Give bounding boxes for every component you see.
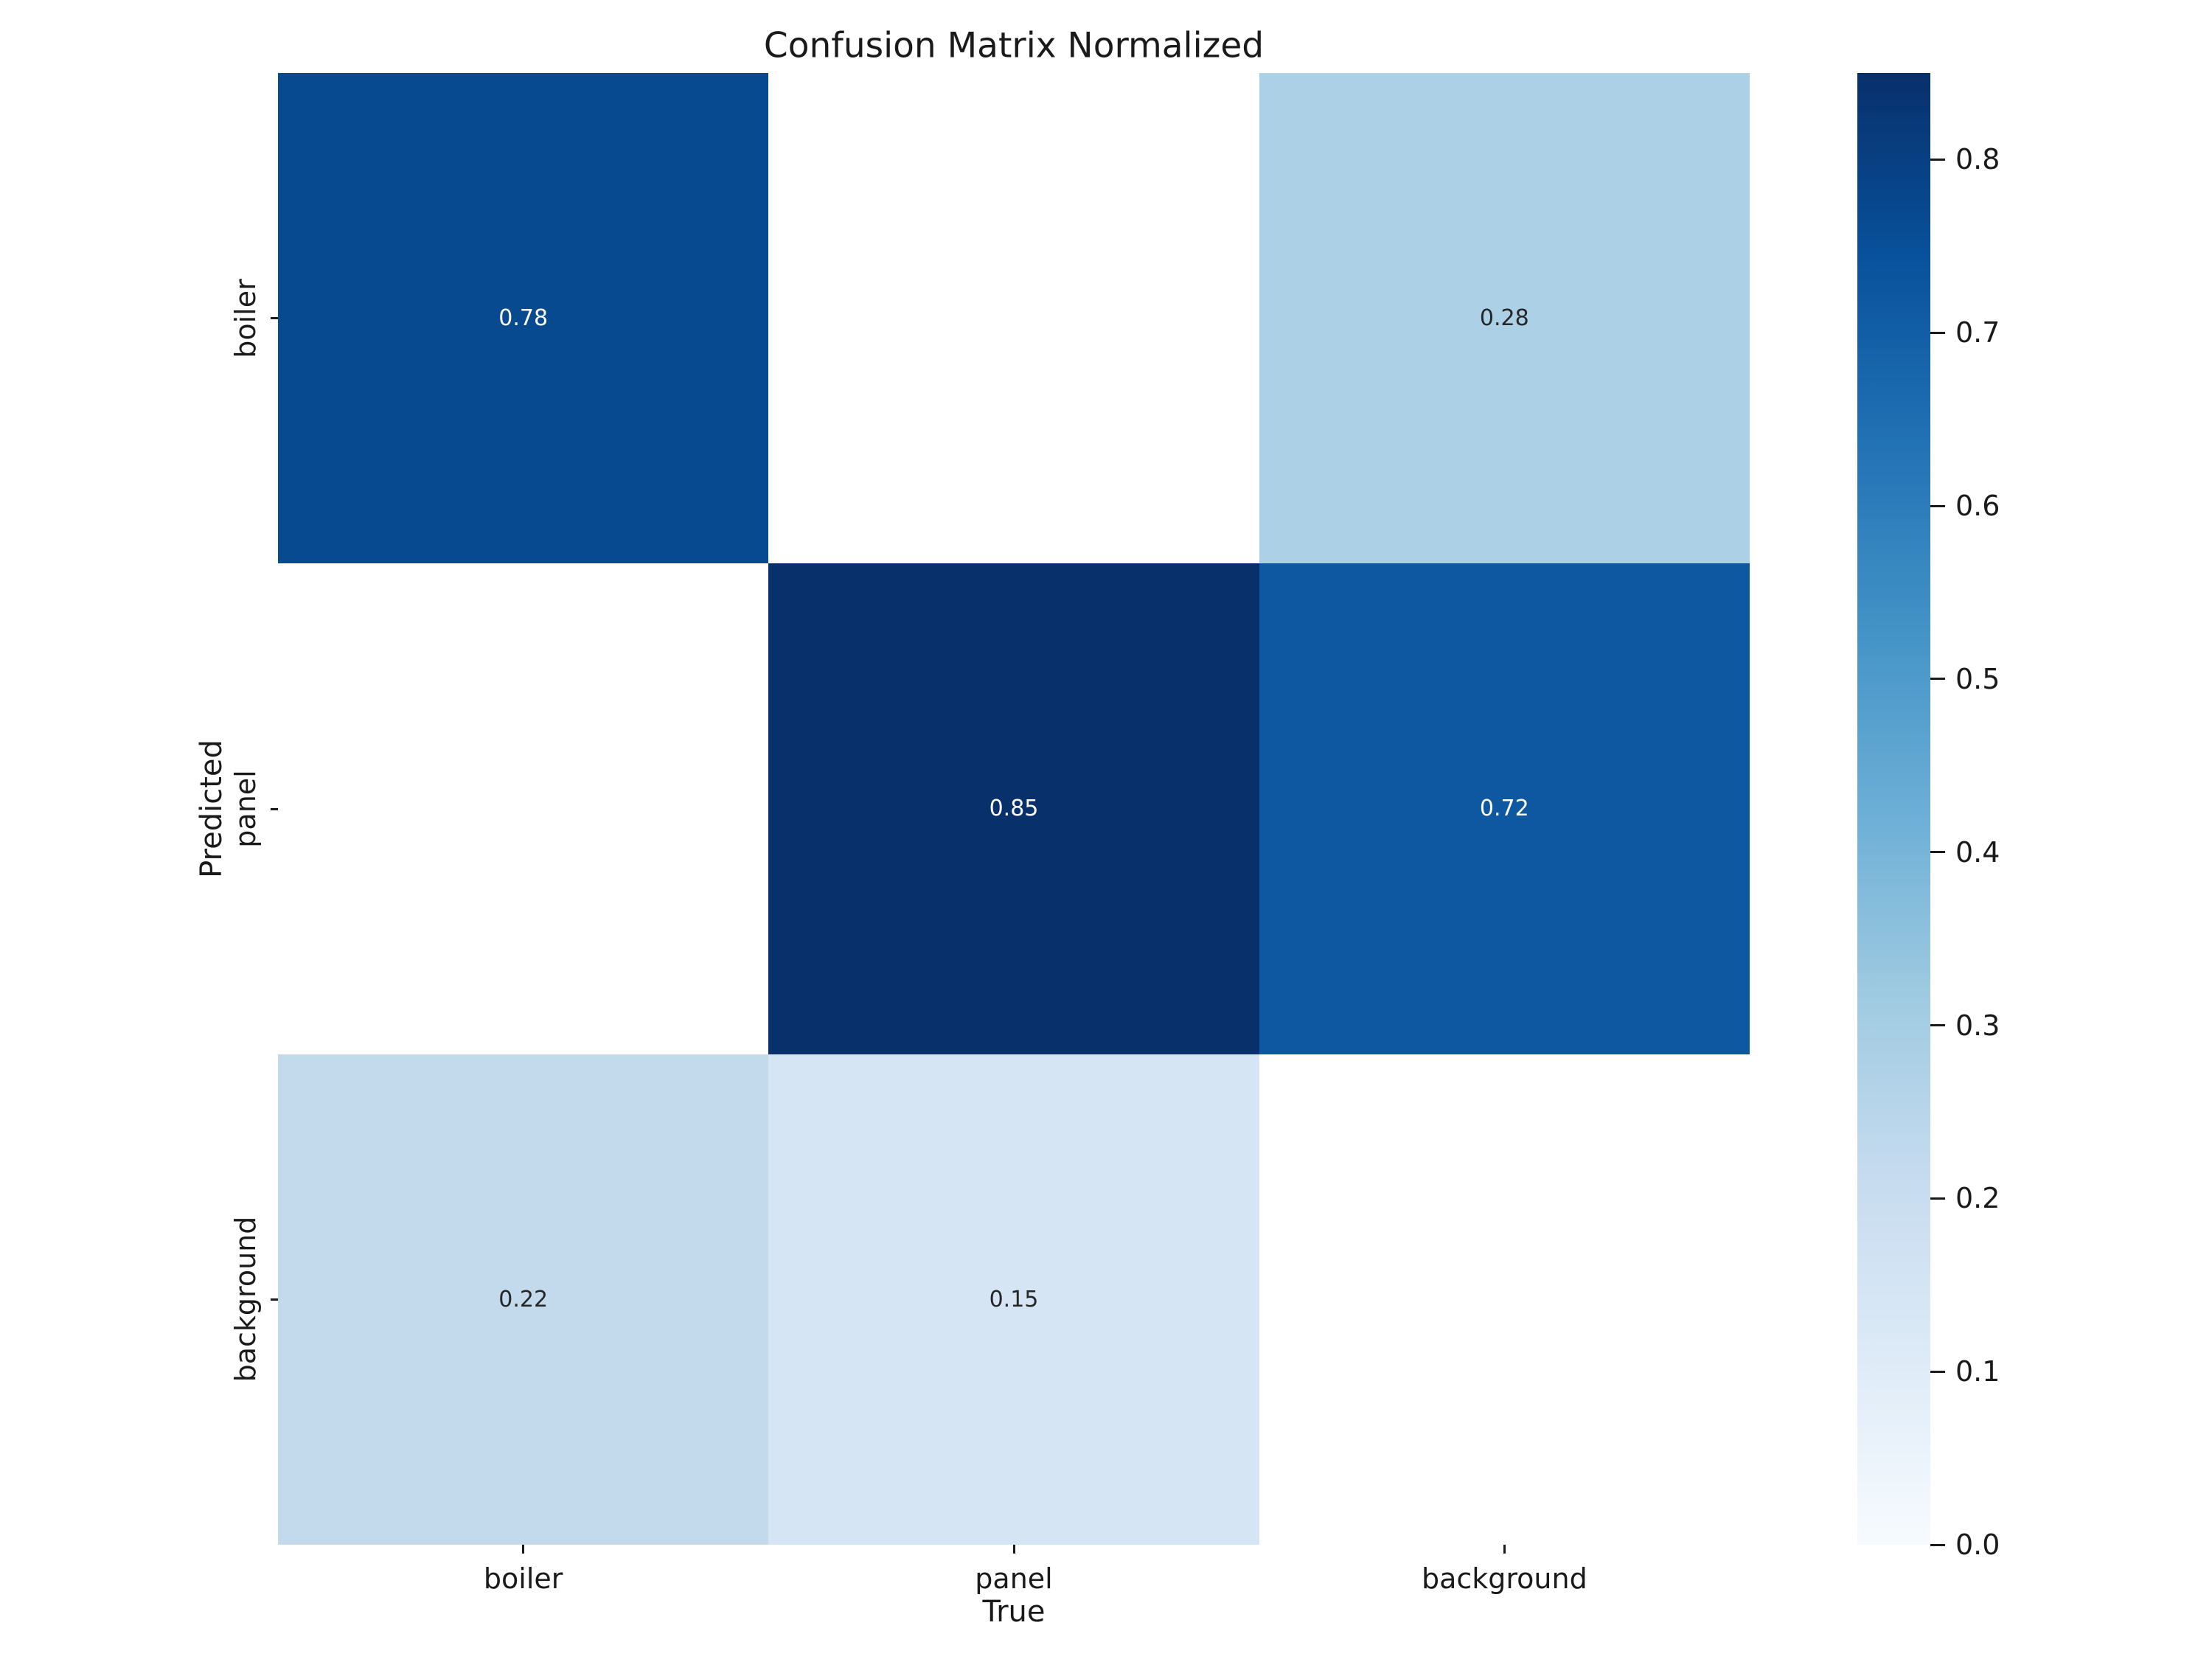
colorbar-tick-label: 0.0: [1955, 1528, 2000, 1561]
y-axis-label: Predicted: [195, 740, 229, 878]
colorbar-tick-label: 0.5: [1955, 662, 2000, 695]
cell-value: 0.22: [498, 1286, 549, 1312]
y-tick-label: background: [229, 1216, 262, 1382]
colorbar-tick-mark: [1930, 678, 1945, 681]
colorbar-tick-mark: [1930, 331, 1945, 334]
heatmap-cell: 0.22: [278, 1054, 769, 1545]
colorbar-tick-label: 0.2: [1955, 1182, 2000, 1215]
cell-value: 0.72: [1479, 796, 1529, 822]
heatmap-cell: 0.28: [1259, 73, 1750, 564]
heatmap-cell: 0.72: [1259, 563, 1750, 1054]
colorbar-tick-label: 0.6: [1955, 490, 2000, 523]
colorbar: [1857, 73, 1930, 1545]
y-tick-mark: [271, 317, 278, 320]
y-tick-mark: [271, 1298, 278, 1301]
x-tick-label: background: [1421, 1562, 1587, 1595]
colorbar-tick-mark: [1930, 1543, 1945, 1546]
colorbar-tick-mark: [1930, 158, 1945, 161]
x-tick-label: panel: [975, 1562, 1053, 1595]
heatmap-cell: [1259, 1054, 1750, 1545]
y-tick-mark: [271, 807, 278, 810]
heatmap-cell: 0.85: [768, 563, 1259, 1054]
heatmap-cell: 0.15: [768, 1054, 1259, 1545]
colorbar-tick-label: 0.3: [1955, 1009, 2000, 1042]
x-axis-label: True: [982, 1595, 1046, 1629]
x-tick-mark: [1012, 1545, 1015, 1554]
colorbar-tick-mark: [1930, 1370, 1945, 1373]
heatmap-cell: 0.78: [278, 73, 769, 564]
colorbar-tick-mark: [1930, 1024, 1945, 1027]
colorbar-tick-mark: [1930, 851, 1945, 854]
x-tick-mark: [1503, 1545, 1506, 1554]
cell-value: 0.85: [989, 796, 1039, 822]
cell-value: 0.28: [1479, 305, 1529, 332]
colorbar-tick-label: 0.1: [1955, 1355, 2000, 1388]
cell-value: 0.78: [498, 305, 549, 332]
heatmap-cell: [278, 563, 769, 1054]
x-tick-mark: [522, 1545, 525, 1554]
cell-value: 0.15: [989, 1286, 1039, 1312]
heatmap-grid: 0.78 0.28 0.85 0.72 0.22 0.15: [278, 73, 1750, 1545]
colorbar-tick-label: 0.8: [1955, 143, 2000, 176]
colorbar-tick-label: 0.4: [1955, 835, 2000, 869]
heatmap-cell: [768, 73, 1259, 564]
colorbar-tick-mark: [1930, 504, 1945, 507]
y-tick-label: boiler: [229, 278, 262, 358]
colorbar-tick-label: 0.7: [1955, 316, 2000, 349]
x-tick-label: boiler: [483, 1562, 563, 1595]
y-tick-label: panel: [229, 770, 262, 848]
chart-title: Confusion Matrix Normalized: [763, 25, 1265, 66]
colorbar-tick-mark: [1930, 1197, 1945, 1200]
